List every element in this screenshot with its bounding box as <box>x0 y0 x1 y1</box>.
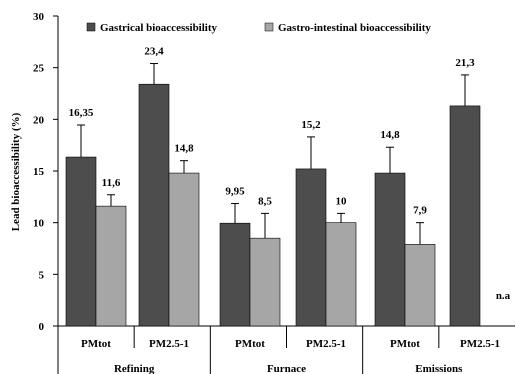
y-tick-label: 30 <box>33 11 45 23</box>
bar <box>249 237 281 327</box>
bar <box>404 244 436 327</box>
bar <box>138 83 170 327</box>
bar <box>65 156 97 327</box>
labels: 16,35 11,6 PMtot 23,4 14,8 PM2.5-1 Refining 9,9… <box>69 46 511 374</box>
legend-swatch <box>264 22 274 32</box>
bar <box>219 222 251 327</box>
category-label: PM2.5-1 <box>460 338 500 350</box>
y-tick-label: 20 <box>33 114 45 126</box>
legend: Gastrical bioaccessibility Gastro-intesti… <box>86 22 431 34</box>
bar <box>95 205 127 327</box>
data-label: 14,8 <box>174 143 194 155</box>
data-label: 8,5 <box>258 195 272 207</box>
bar <box>325 222 357 327</box>
legend-label: Gastro-intestinal bioaccessibility <box>278 22 431 34</box>
data-label: 21,3 <box>455 57 475 69</box>
data-label: 16,35 <box>69 107 94 119</box>
data-label: 10 <box>336 195 348 207</box>
y-tick-label: 15 <box>33 166 45 178</box>
category-label: PMtot <box>390 338 420 350</box>
not-available-label: n.a <box>496 290 511 302</box>
axes: 0 5 10 15 20 25 30 <box>33 11 515 374</box>
category-label: PMtot <box>81 338 111 350</box>
bars <box>65 63 481 327</box>
group-label: Furnace <box>267 363 306 374</box>
data-label: 14,8 <box>380 129 400 141</box>
y-axis-label: Lead bioaccessibility (%) <box>10 112 22 231</box>
y-tick-label: 10 <box>33 218 45 230</box>
bar <box>374 172 406 327</box>
y-tick-label: 0 <box>39 321 45 333</box>
data-label: 15,2 <box>301 119 321 131</box>
bar <box>449 105 481 327</box>
data-label: 11,6 <box>102 177 121 189</box>
y-tick-label: 5 <box>39 269 45 281</box>
y-tick-label: 25 <box>33 63 45 75</box>
data-label: 9,95 <box>225 186 245 198</box>
legend-swatch <box>86 22 96 32</box>
bar <box>168 172 200 327</box>
data-label: 23,4 <box>144 46 164 58</box>
category-label: PMtot <box>235 338 265 350</box>
category-label: PM2.5-1 <box>306 338 346 350</box>
data-label: 7,9 <box>413 205 427 217</box>
bar <box>295 168 327 327</box>
group-label: Refining <box>114 363 155 374</box>
legend-label: Gastrical bioaccessibility <box>100 22 218 34</box>
group-label: Emissions <box>415 363 463 374</box>
category-label: PM2.5-1 <box>149 338 189 350</box>
